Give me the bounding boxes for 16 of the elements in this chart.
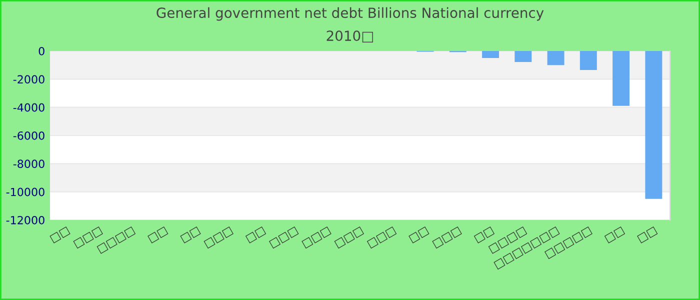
y-tick-label: -8000 xyxy=(13,160,44,168)
y-tick-label: 0 xyxy=(38,46,44,56)
y-tick-label: -10000 xyxy=(6,188,44,196)
x-tick-label: □□ xyxy=(50,226,70,244)
y-tick-label: -6000 xyxy=(13,131,44,140)
x-tick-label: □□ xyxy=(408,226,430,244)
chart-subtitle: 2010□ xyxy=(326,30,373,43)
y-tick-label: -12000 xyxy=(6,216,44,224)
chart-title: General government net debt Billions National currency xyxy=(156,7,544,21)
x-tick-label: □□ xyxy=(245,226,266,244)
y-tick-label: -2000 xyxy=(13,75,44,84)
x-tick-label: □□ xyxy=(148,226,168,244)
x-tick-label: □□ xyxy=(637,226,658,244)
x-tick-label: □□ xyxy=(180,226,201,244)
y-tick-label: -4000 xyxy=(13,103,44,112)
x-tick-label: □□ xyxy=(604,226,626,244)
